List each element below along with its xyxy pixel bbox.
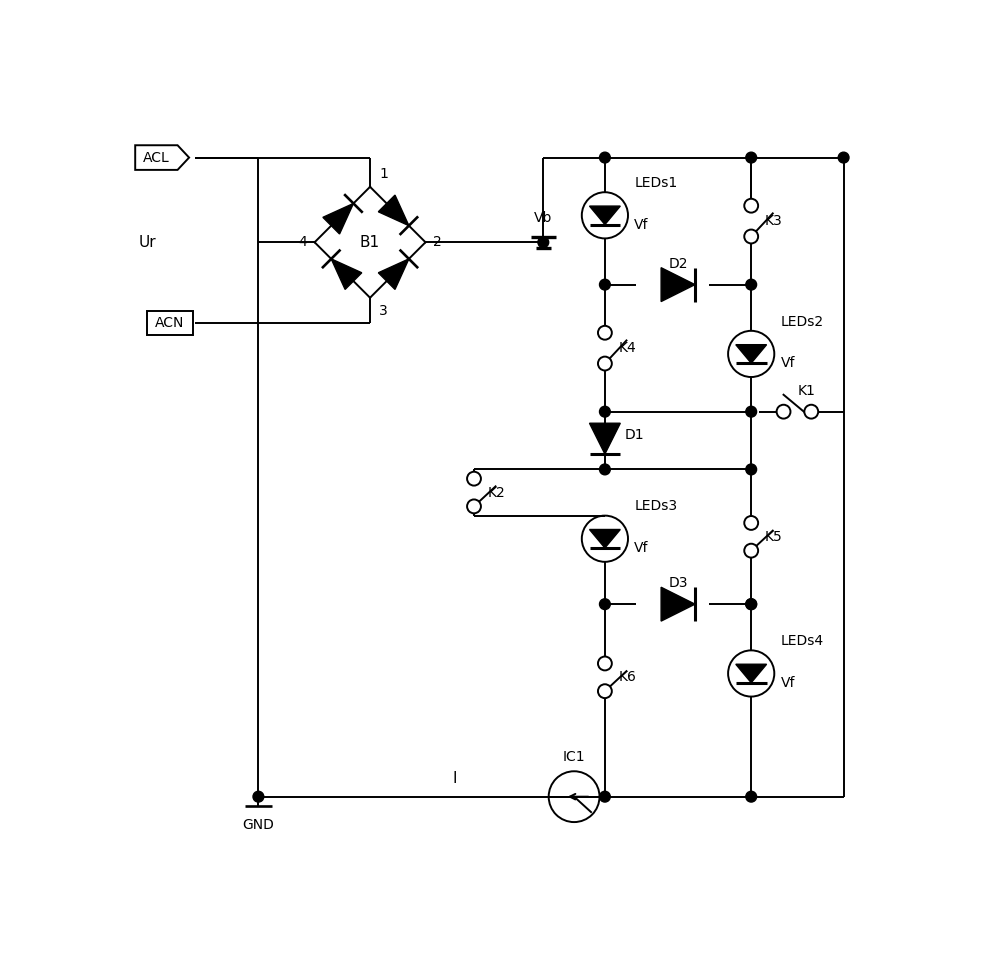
Polygon shape bbox=[590, 529, 620, 548]
Circle shape bbox=[744, 544, 758, 558]
Text: D2: D2 bbox=[668, 257, 688, 270]
Text: Ur: Ur bbox=[139, 234, 157, 250]
Text: ACN: ACN bbox=[155, 316, 185, 330]
Text: K4: K4 bbox=[619, 342, 637, 355]
Polygon shape bbox=[590, 206, 620, 225]
Circle shape bbox=[746, 598, 757, 609]
Text: B1: B1 bbox=[360, 234, 380, 250]
Text: 3: 3 bbox=[379, 304, 388, 318]
Text: LEDs4: LEDs4 bbox=[780, 634, 824, 648]
Polygon shape bbox=[323, 203, 353, 234]
Text: LEDs3: LEDs3 bbox=[634, 499, 677, 514]
Text: Vf: Vf bbox=[780, 675, 795, 690]
Circle shape bbox=[744, 230, 758, 243]
Circle shape bbox=[467, 472, 481, 486]
Circle shape bbox=[253, 791, 264, 802]
Circle shape bbox=[746, 598, 757, 609]
Text: 1: 1 bbox=[379, 166, 388, 181]
Circle shape bbox=[538, 236, 549, 248]
Text: LEDs2: LEDs2 bbox=[780, 314, 824, 329]
Text: LEDs1: LEDs1 bbox=[634, 176, 677, 190]
Circle shape bbox=[600, 407, 610, 417]
Polygon shape bbox=[661, 588, 695, 621]
Polygon shape bbox=[378, 196, 409, 226]
Circle shape bbox=[746, 152, 757, 162]
Circle shape bbox=[600, 279, 610, 290]
Text: K2: K2 bbox=[488, 486, 506, 499]
Text: IC1: IC1 bbox=[563, 750, 585, 765]
Polygon shape bbox=[378, 259, 409, 289]
Polygon shape bbox=[736, 344, 767, 363]
Circle shape bbox=[804, 405, 818, 418]
Circle shape bbox=[598, 684, 612, 698]
Text: 2: 2 bbox=[433, 235, 442, 249]
Circle shape bbox=[744, 516, 758, 530]
Polygon shape bbox=[661, 268, 695, 302]
Polygon shape bbox=[331, 259, 362, 289]
Polygon shape bbox=[736, 665, 767, 683]
Text: K5: K5 bbox=[765, 529, 783, 544]
Circle shape bbox=[746, 464, 757, 475]
Text: K6: K6 bbox=[619, 670, 637, 684]
Text: D1: D1 bbox=[624, 428, 644, 442]
Circle shape bbox=[467, 499, 481, 514]
Circle shape bbox=[600, 791, 610, 802]
Circle shape bbox=[746, 791, 757, 802]
Text: Vb: Vb bbox=[534, 211, 552, 226]
Text: Vf: Vf bbox=[634, 218, 649, 232]
Circle shape bbox=[598, 357, 612, 371]
Polygon shape bbox=[590, 423, 620, 454]
Circle shape bbox=[746, 407, 757, 417]
Text: K3: K3 bbox=[765, 214, 783, 228]
Text: ACL: ACL bbox=[143, 151, 170, 164]
Text: Vf: Vf bbox=[634, 541, 649, 555]
Circle shape bbox=[744, 198, 758, 213]
Text: K1: K1 bbox=[797, 383, 815, 398]
Text: Vf: Vf bbox=[780, 356, 795, 370]
Circle shape bbox=[600, 152, 610, 162]
Circle shape bbox=[746, 279, 757, 290]
Circle shape bbox=[600, 598, 610, 609]
Circle shape bbox=[777, 405, 790, 418]
Circle shape bbox=[600, 464, 610, 475]
Circle shape bbox=[838, 152, 849, 162]
Text: GND: GND bbox=[242, 818, 274, 832]
Text: I: I bbox=[452, 771, 457, 786]
Text: D3: D3 bbox=[668, 576, 688, 591]
Text: 4: 4 bbox=[298, 235, 307, 249]
Circle shape bbox=[598, 657, 612, 670]
Circle shape bbox=[598, 326, 612, 340]
